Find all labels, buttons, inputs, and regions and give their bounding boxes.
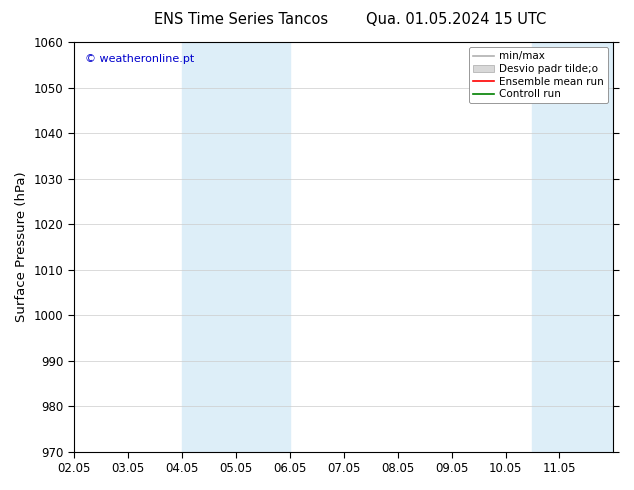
Bar [533, 42, 614, 452]
Text: © weatheronline.pt: © weatheronline.pt [84, 54, 194, 64]
Y-axis label: Surface Pressure (hPa): Surface Pressure (hPa) [15, 172, 28, 322]
Text: Qua. 01.05.2024 15 UTC: Qua. 01.05.2024 15 UTC [366, 12, 547, 27]
Legend: min/max, Desvio padr tilde;o, Ensemble mean run, Controll run: min/max, Desvio padr tilde;o, Ensemble m… [469, 47, 608, 103]
Text: ENS Time Series Tancos: ENS Time Series Tancos [154, 12, 328, 27]
Bar [182, 42, 290, 452]
